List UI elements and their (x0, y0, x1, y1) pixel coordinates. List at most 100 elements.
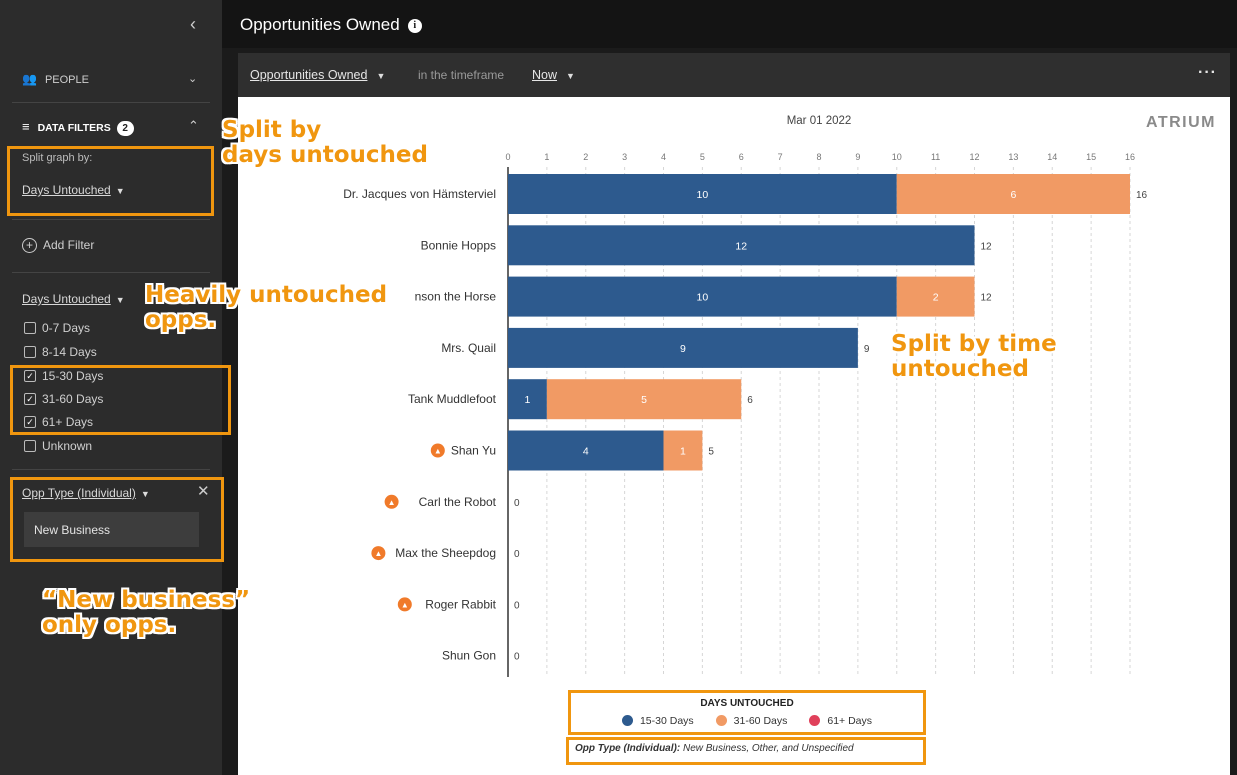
bar-total-label: 16 (1136, 190, 1148, 201)
checkbox-item[interactable]: ✓ 15-30 Days (24, 369, 103, 383)
page-title-text: Opportunities Owned (240, 15, 400, 34)
chevron-down-icon[interactable]: ⌄ (188, 73, 198, 85)
date-label: Mar 01 2022 (787, 115, 852, 127)
footnote-label: Opp Type (Individual): (575, 743, 681, 754)
metric-select[interactable]: Opportunities Owned ▼ (250, 68, 385, 82)
x-tick-label: 6 (739, 152, 744, 162)
warning-icon-glyph: ▲ (388, 498, 396, 507)
divider (12, 272, 210, 273)
bar-total-label: 0 (514, 652, 520, 663)
bar-segment (508, 327, 858, 368)
more-horizontal-icon[interactable]: ··· (1198, 64, 1217, 81)
bar-segment (508, 276, 897, 317)
bar-segment (508, 430, 664, 471)
split-graph-select[interactable]: Days Untouched ▼ (22, 183, 125, 197)
bar-segment (508, 225, 975, 266)
page-title: Opportunities Owned i (240, 15, 422, 35)
x-tick-label: 5 (700, 152, 705, 162)
highlight-opptype-box (10, 477, 224, 562)
caret-down-icon: ▼ (115, 186, 125, 196)
bar-value-label: 6 (1010, 189, 1016, 201)
divider (12, 469, 210, 470)
bar-value-label: 4 (583, 446, 589, 458)
people-section[interactable]: 👥 PEOPLE (22, 72, 89, 86)
filter-icon: ≡ (22, 119, 30, 134)
checkbox-item[interactable]: 8-14 Days (24, 345, 97, 359)
checkbox-checked-icon[interactable]: ✓ (24, 416, 36, 428)
warning-icon-glyph: ▲ (374, 549, 382, 558)
checkbox-empty-icon[interactable] (24, 440, 36, 452)
bar-value-label: 10 (697, 292, 709, 304)
category-label: Shan Yu (451, 444, 496, 458)
sidebar: ‹ 👥 PEOPLE ⌄ ≡ DATA FILTERS 2 ⌃ Split graph… (0, 0, 222, 775)
x-tick-label: 10 (892, 152, 902, 162)
close-icon[interactable]: ✕ (197, 483, 210, 500)
legend-label: 15-30 Days (639, 715, 694, 727)
checkbox-item[interactable]: Unknown (24, 439, 92, 453)
legend-title: DAYS UNTOUCHED (700, 698, 794, 709)
caret-down-icon: ▼ (376, 71, 386, 81)
legend-swatch (621, 715, 633, 726)
x-tick-label: 15 (1086, 152, 1096, 162)
brand-logo: ATRIUM (1146, 114, 1216, 131)
warning-icon-glyph: ▲ (434, 447, 442, 456)
split-graph-value: Days Untouched (22, 183, 111, 197)
timeframe-select[interactable]: Now ▼ (532, 68, 575, 82)
bar-value-label: 12 (735, 240, 747, 252)
add-filter-button[interactable]: + Add Filter (22, 238, 94, 253)
checkbox-item[interactable]: 0-7 Days (24, 321, 90, 335)
checkbox-item[interactable]: ✓ 61+ Days (24, 415, 93, 429)
x-tick-label: 9 (855, 152, 860, 162)
bar-value-label: 1 (680, 446, 686, 458)
x-tick-label: 13 (1008, 152, 1018, 162)
legend-item: 61+ Days (809, 715, 872, 727)
checkbox-label: Unknown (42, 439, 93, 453)
bar-total-label: 12 (981, 241, 993, 252)
opp-type-label: Opp Type (Individual) (22, 486, 136, 500)
checkbox-checked-icon[interactable]: ✓ (24, 370, 36, 382)
bar-total-label: 12 (981, 293, 993, 304)
bar-total-label: 0 (514, 549, 520, 560)
caret-down-icon: ▼ (140, 489, 150, 499)
divider (12, 102, 210, 103)
x-tick-label: 11 (931, 152, 940, 162)
category-label: nson the Horse (415, 290, 497, 304)
days-untouched-filter[interactable]: Days Untouched ▼ (22, 292, 125, 306)
chevron-up-icon[interactable]: ⌃ (188, 118, 199, 133)
info-icon[interactable]: i (407, 19, 422, 33)
warning-icon-glyph: ▲ (401, 600, 409, 609)
annotation-new-business: “New business” only opps. (42, 587, 251, 638)
x-tick-label: 2 (583, 152, 588, 162)
category-label: Shun Gon (442, 649, 496, 663)
opp-type-filter[interactable]: Opp Type (Individual) ▼ (22, 486, 150, 500)
bar-total-label: 5 (708, 447, 714, 458)
opp-type-value[interactable]: New Business (24, 512, 199, 547)
x-tick-label: 0 (505, 152, 510, 162)
bar-value-label: 5 (641, 394, 647, 406)
legend-label: 31-60 Days (733, 715, 788, 727)
footnote-value: New Business, Other, and Unspecified (682, 743, 854, 754)
legend-swatch (715, 715, 727, 726)
annotation-split-time: Split by time untouched (891, 331, 1057, 382)
bar-value-label: 9 (680, 343, 686, 355)
people-icon: 👥 (22, 72, 37, 86)
checkbox-empty-icon[interactable] (24, 322, 36, 334)
category-label: Roger Rabbit (425, 597, 496, 611)
chevron-left-icon[interactable]: ‹ (190, 14, 196, 34)
checkbox-empty-icon[interactable] (24, 346, 36, 358)
x-tick-label: 4 (661, 152, 666, 162)
legend-items: 15-30 Days 31-60 Days 61+ Days (571, 715, 923, 727)
legend-swatch (809, 715, 821, 726)
checkbox-item[interactable]: ✓ 31-60 Days (24, 392, 103, 406)
bar-segment (508, 379, 547, 420)
days-filter-label: Days Untouched (22, 292, 111, 306)
caret-down-icon: ▼ (566, 71, 575, 81)
category-label: Max the Sheepdog (395, 546, 496, 560)
bar-segment (508, 174, 897, 214)
checkbox-checked-icon[interactable]: ✓ (24, 393, 36, 405)
warning-icon (430, 443, 445, 458)
data-filters-section[interactable]: ≡ DATA FILTERS 2 (22, 119, 134, 136)
x-tick-label: 8 (816, 152, 821, 162)
category-label: Carl the Robot (419, 495, 497, 509)
